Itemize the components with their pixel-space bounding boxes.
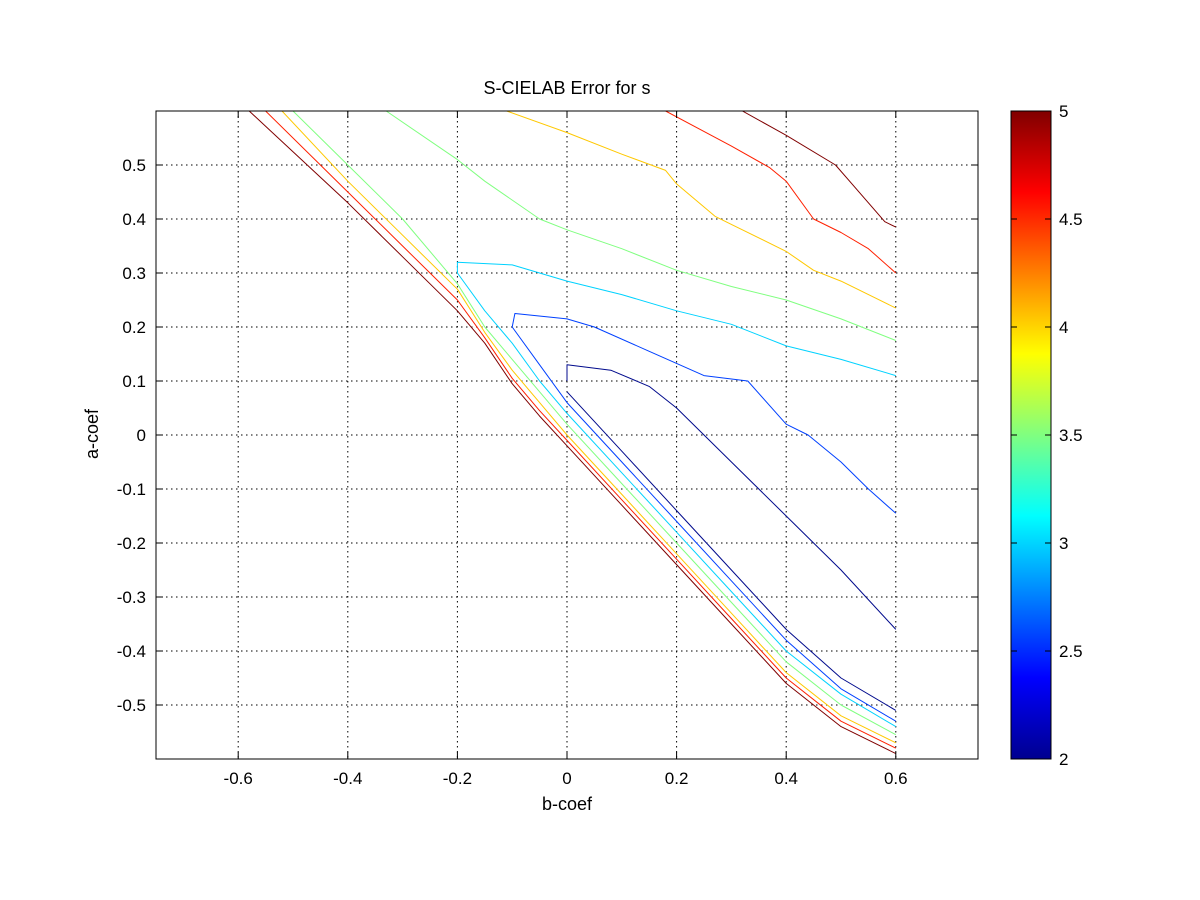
contour-line — [281, 111, 897, 744]
contour-line — [665, 111, 897, 274]
contour-line — [248, 111, 897, 755]
colorbar-gradient — [1011, 111, 1051, 759]
contour-lines — [248, 111, 897, 755]
contour-line — [742, 111, 897, 228]
contour-line — [456, 272, 897, 728]
y-axis-label: a-coef — [82, 408, 102, 459]
contour-line — [511, 326, 897, 722]
colorbar-tick-label: 3 — [1059, 534, 1068, 553]
y-tick-label: 0.1 — [122, 372, 146, 391]
contour-line — [566, 391, 897, 711]
grid — [156, 111, 978, 759]
x-tick-labels: -0.6 -0.4 -0.2 0 0.2 0.4 0.6 — [224, 769, 908, 788]
axis-ticks — [156, 111, 978, 759]
x-tick-label: 0.2 — [665, 769, 689, 788]
y-tick-label: -0.5 — [117, 696, 146, 715]
y-tick-label: 0.2 — [122, 318, 146, 337]
contour-line — [506, 111, 897, 309]
plot-area — [155, 110, 979, 760]
colorbar-tick-label: 3.5 — [1059, 426, 1083, 445]
colorbar: 2 2.5 3 3.5 4 4.5 5 — [1010, 102, 1083, 769]
x-tick-label: -0.2 — [443, 769, 472, 788]
x-tick-label: 0.4 — [774, 769, 798, 788]
y-tick-label: -0.2 — [117, 534, 146, 553]
colorbar-frame — [1010, 110, 1052, 760]
contour-line — [566, 364, 897, 630]
contour-line — [265, 111, 897, 749]
colorbar-tick-label: 5 — [1059, 102, 1068, 121]
y-tick-label: 0 — [137, 426, 146, 445]
y-tick-label: -0.1 — [117, 480, 146, 499]
x-tick-label: -0.4 — [333, 769, 362, 788]
contour-line — [292, 111, 897, 736]
colorbar-labels: 2 2.5 3 3.5 4 4.5 5 — [1059, 102, 1083, 769]
y-tick-labels: -0.5 -0.4 -0.3 -0.2 -0.1 0 0.1 0.2 0.3 0.4 0.5 — [117, 156, 146, 715]
chart-title: S-CIELAB Error for s — [483, 78, 650, 98]
x-tick-label: 0.6 — [884, 769, 908, 788]
y-tick-label: -0.3 — [117, 588, 146, 607]
colorbar-tick-label: 4.5 — [1059, 210, 1083, 229]
colorbar-tick-label: 2.5 — [1059, 642, 1083, 661]
contour-line — [511, 313, 897, 514]
y-tick-label: -0.4 — [117, 642, 146, 661]
x-tick-label: 0 — [562, 769, 571, 788]
x-axis-label: b-coef — [542, 794, 593, 814]
x-tick-label: -0.6 — [224, 769, 253, 788]
colorbar-tick-label: 4 — [1059, 318, 1068, 337]
colorbar-tick-label: 2 — [1059, 750, 1068, 769]
y-tick-label: 0.3 — [122, 264, 146, 283]
contour-line — [385, 111, 896, 341]
y-tick-label: 0.4 — [122, 210, 146, 229]
contour-line — [456, 261, 896, 377]
y-tick-label: 0.5 — [122, 156, 146, 175]
plot-frame — [155, 110, 979, 760]
